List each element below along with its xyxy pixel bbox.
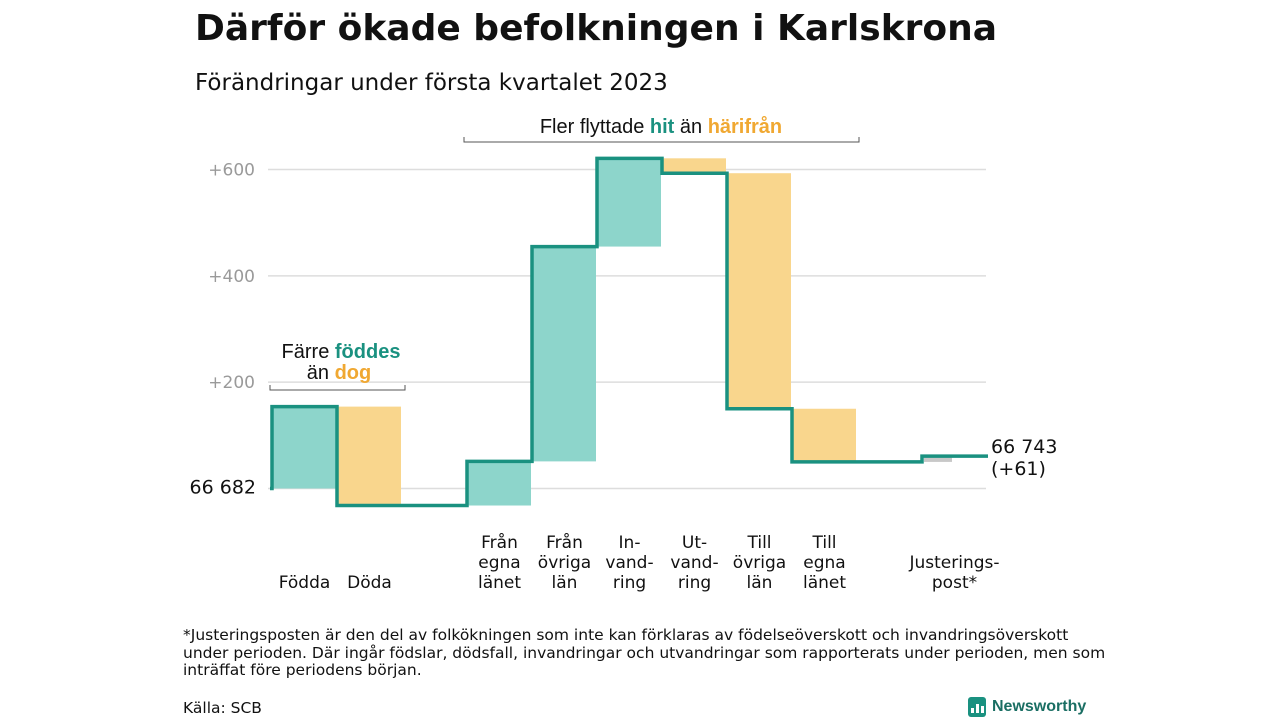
category-label: egna xyxy=(478,553,520,573)
y-tick-label: +400 xyxy=(208,267,255,287)
footnote: *Justeringsposten är den del av folkökni… xyxy=(183,626,1106,679)
annotation-bracket-migration xyxy=(463,137,860,143)
category-label: Från xyxy=(481,532,518,553)
category-label: län xyxy=(747,573,773,593)
category-label: Födda xyxy=(279,573,331,593)
category-label: län xyxy=(552,573,578,593)
category-label: egna xyxy=(803,553,845,573)
waterfall-bar xyxy=(532,246,596,462)
waterfall-bar xyxy=(272,406,336,489)
waterfall-step-line xyxy=(270,156,988,508)
category-label: övriga xyxy=(733,553,786,573)
end-value-label: 66 743 xyxy=(991,436,1057,458)
start-value-label: 66 682 xyxy=(190,477,256,499)
category-label: post* xyxy=(932,573,977,593)
brand-name: Newsworthy xyxy=(992,698,1087,715)
waterfall-bar xyxy=(924,456,952,462)
category-label: vand- xyxy=(605,553,653,573)
category-label: ring xyxy=(613,573,646,593)
bar-chart-icon xyxy=(968,697,986,717)
waterfall-bar xyxy=(662,158,726,174)
waterfall-bar xyxy=(792,408,856,462)
category-label: Justerings- xyxy=(908,553,999,573)
page-subtitle: Förändringar under första kvartalet 2023 xyxy=(195,70,668,96)
y-tick-label: +600 xyxy=(208,160,255,180)
page-title: Därför ökade befolkningen i Karlskrona xyxy=(195,8,998,49)
category-label: ring xyxy=(678,573,711,593)
waterfall-bar xyxy=(597,158,661,247)
category-label: övriga xyxy=(538,553,591,573)
category-label: vand- xyxy=(670,553,718,573)
waterfall-bar xyxy=(467,461,531,506)
category-label: Till xyxy=(811,533,836,553)
y-tick-label: +200 xyxy=(208,373,255,393)
annotation-births-deaths-line2: än dog xyxy=(307,362,371,384)
end-value-label: (+61) xyxy=(991,458,1046,480)
annotation-births-deaths-line1: Färre föddes xyxy=(282,341,401,363)
waterfall-bar xyxy=(727,173,791,409)
category-label: Till xyxy=(746,533,771,553)
annotation-migration: Fler flyttade hit än härifrån xyxy=(540,115,782,138)
category-label: Ut- xyxy=(682,533,707,553)
category-label: länet xyxy=(803,573,846,593)
waterfall-bar xyxy=(337,406,401,506)
category-label: Från xyxy=(546,532,583,553)
category-label: Döda xyxy=(347,573,392,593)
category-label: länet xyxy=(478,573,521,593)
source-label: Källa: SCB xyxy=(183,699,262,717)
category-label: In- xyxy=(619,533,641,553)
annotation-bracket-births-deaths xyxy=(269,385,406,391)
brand-logo: Newsworthy xyxy=(968,697,1086,717)
